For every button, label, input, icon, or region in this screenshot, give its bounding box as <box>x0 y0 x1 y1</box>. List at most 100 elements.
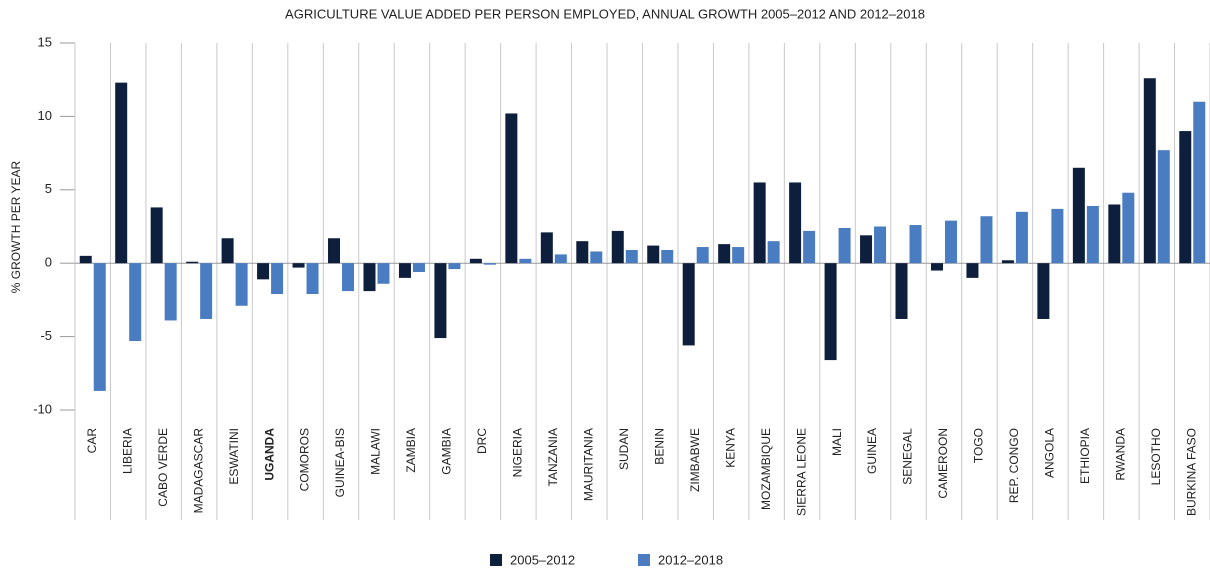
x-tick-label: BURKINA FASO <box>1184 428 1198 516</box>
x-tick-label: REP. CONGO <box>1007 428 1021 503</box>
x-tick-label: MALAWI <box>369 428 383 475</box>
legend-swatch <box>638 554 650 566</box>
bar <box>647 245 660 264</box>
x-tick-label: SENEGAL <box>901 428 915 485</box>
bar <box>661 249 674 264</box>
bar <box>448 263 461 270</box>
bar <box>328 238 341 264</box>
x-tick-label: MAURITANIA <box>581 428 595 501</box>
bar <box>966 263 979 278</box>
bar <box>519 258 532 264</box>
x-tick-label: ZAMBIA <box>404 428 418 473</box>
bar <box>1001 260 1014 264</box>
x-tick-label: ETHIOPIA <box>1078 428 1092 484</box>
bar <box>909 225 922 264</box>
bar <box>292 263 305 268</box>
bar <box>1143 78 1156 264</box>
bar <box>1179 131 1192 264</box>
x-tick-label: CAMEROON <box>936 428 950 499</box>
bar <box>540 232 553 264</box>
bar <box>1108 204 1121 264</box>
x-tick-label: NIGERIA <box>511 428 525 477</box>
x-tick-label: DRC <box>475 428 489 454</box>
bar <box>696 247 709 264</box>
y-tick-label: -5 <box>40 328 52 343</box>
bar <box>1122 192 1135 264</box>
y-tick-label: -10 <box>33 401 52 416</box>
x-tick-label: MOZAMBIQUE <box>759 428 773 510</box>
bar <box>860 235 873 264</box>
x-tick-label: GUINEA-BIS <box>333 428 347 497</box>
y-tick-label: 5 <box>45 181 52 196</box>
legend-label: 2012–2018 <box>658 552 723 567</box>
bar <box>200 263 213 319</box>
x-tick-label: MADAGASCAR <box>191 428 205 514</box>
x-tick-label: LIBERIA <box>120 428 134 474</box>
x-tick-label: BENIN <box>652 428 666 465</box>
x-tick-label: ESWATINI <box>227 428 241 485</box>
bar <box>1086 205 1099 264</box>
x-tick-label: TOGO <box>972 428 986 463</box>
bar <box>1157 150 1170 264</box>
bar <box>434 263 447 339</box>
bar <box>363 263 376 292</box>
bar <box>930 263 943 271</box>
x-tick-label: SUDAN <box>617 428 631 470</box>
bar <box>469 258 482 264</box>
bar <box>732 247 745 264</box>
chart-title: AGRICULTURE VALUE ADDED PER PERSON EMPLO… <box>285 6 925 21</box>
bar <box>554 254 567 264</box>
y-axis-label: % GROWTH PER YEAR <box>9 160 23 293</box>
y-tick-label: 10 <box>38 108 52 123</box>
legend-label: 2005–2012 <box>510 552 575 567</box>
x-tick-label: ZIMBABWE <box>688 428 702 492</box>
x-tick-label: SIERRA LEONE <box>794 428 808 516</box>
bar <box>412 263 425 273</box>
bar <box>150 207 163 264</box>
x-tick-label: GAMBIA <box>440 428 454 475</box>
bar <box>221 238 234 264</box>
bar <box>874 226 887 264</box>
bar <box>1037 263 1050 319</box>
bar <box>789 182 802 264</box>
bar <box>377 263 390 284</box>
bar <box>1015 211 1028 264</box>
bar <box>1193 101 1206 264</box>
bar <box>625 249 638 264</box>
x-tick-label: GUINEA <box>865 428 879 474</box>
bar <box>753 182 766 264</box>
bar <box>895 263 908 319</box>
bar <box>129 263 142 342</box>
bar <box>767 241 780 264</box>
bar <box>115 82 128 264</box>
bar <box>1072 167 1085 264</box>
bar <box>682 263 695 346</box>
x-tick-label: CAR <box>85 428 99 454</box>
bar <box>1051 208 1064 264</box>
y-tick-label: 0 <box>45 255 52 270</box>
x-tick-label: CABO VERDE <box>156 428 170 507</box>
bar <box>838 227 851 264</box>
x-tick-label: COMOROS <box>298 428 312 491</box>
x-tick-label: ANGOLA <box>1043 428 1057 478</box>
bar <box>398 263 411 278</box>
bar <box>257 263 270 280</box>
x-tick-label: TANZANIA <box>546 428 560 486</box>
x-tick-label: UGANDA <box>262 428 276 481</box>
x-tick-label: LESOTHO <box>1149 428 1163 485</box>
x-tick-label: MALI <box>830 428 844 456</box>
bar <box>186 261 199 264</box>
bar <box>590 251 603 264</box>
bar <box>342 263 355 292</box>
bar <box>79 255 92 264</box>
bar <box>718 244 731 264</box>
bar <box>93 263 106 391</box>
y-tick-label: 15 <box>38 34 52 49</box>
x-tick-label: RWANDA <box>1114 428 1128 481</box>
bar <box>803 230 816 264</box>
bar <box>271 263 284 295</box>
bar <box>505 113 518 264</box>
bar <box>306 263 319 295</box>
bar <box>576 241 589 264</box>
